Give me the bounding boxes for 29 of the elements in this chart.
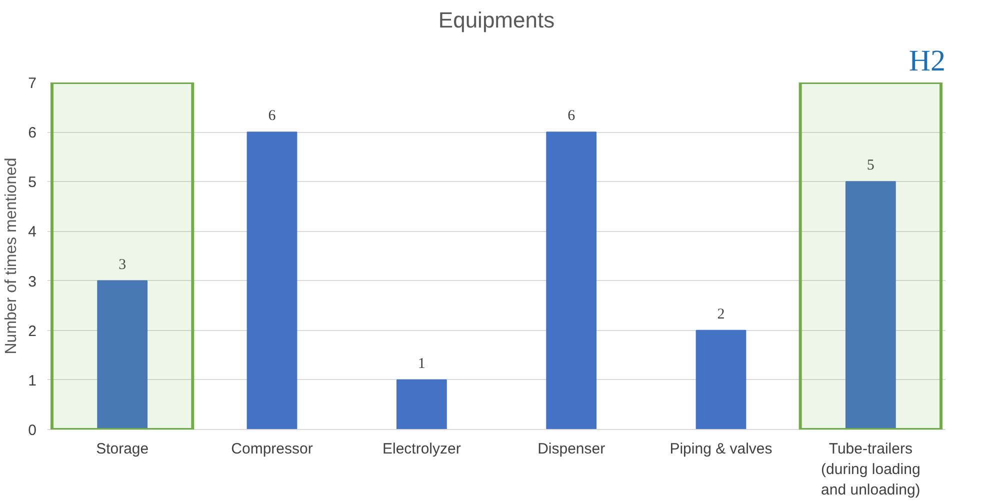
y-tick-label: 7	[28, 75, 36, 92]
bar	[845, 181, 896, 430]
y-tick-label: 6	[28, 124, 36, 142]
y-tick-label: 4	[28, 224, 36, 241]
bar	[696, 330, 746, 430]
y-tick-label: 5	[28, 174, 36, 192]
text: H2	[908, 44, 946, 78]
x-tick-label: Electrolyzer	[382, 440, 461, 458]
data-label: 6	[568, 108, 576, 124]
x-tick-label: Piping & valves	[670, 440, 772, 458]
data-label: 6	[268, 108, 276, 124]
bar	[97, 280, 148, 430]
x-tick-label: Compressor	[231, 440, 313, 458]
y-axis-title: Number of times mentioned	[3, 158, 20, 354]
data-label: 1	[418, 356, 426, 372]
y-tick-label: 2	[28, 322, 36, 340]
bar	[396, 379, 447, 430]
y-tick-label: 3	[28, 273, 36, 290]
data-label: 3	[118, 256, 126, 273]
x-tick-label: Dispenser	[538, 440, 606, 458]
x-tick-label: Tube-trailers (during loading and unloading)	[821, 440, 920, 498]
y-tick-label: 1	[28, 372, 36, 390]
chart-title: Equipments	[438, 8, 555, 32]
bar	[246, 132, 298, 430]
y-tick-label: 0	[28, 422, 36, 439]
data-label: 5	[866, 158, 874, 174]
bar	[546, 132, 597, 430]
x-tick-label: Storage	[96, 440, 149, 458]
data-label: 2	[717, 306, 725, 322]
